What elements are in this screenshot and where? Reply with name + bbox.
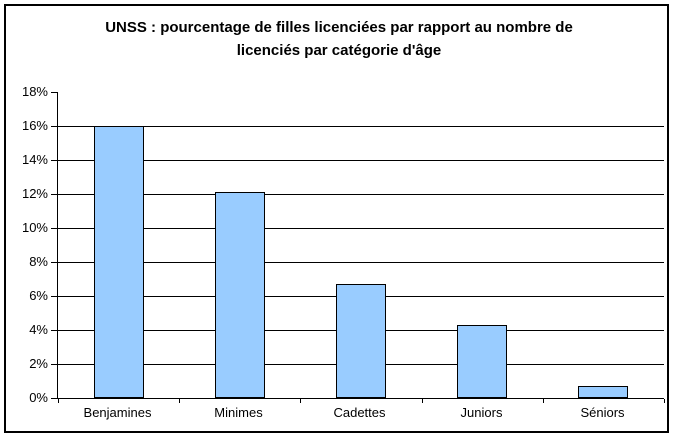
y-axis-label-16: 16% [21, 118, 48, 133]
y-axis-tick-14 [51, 159, 57, 161]
y-axis-label-4: 4% [29, 322, 48, 337]
y-axis-label-18: 18% [21, 84, 48, 99]
x-axis-tick-0 [58, 399, 59, 403]
y-axis-tick-18 [51, 91, 57, 93]
y-axis-tick-0 [51, 397, 57, 399]
y-axis-tick-16 [51, 125, 57, 127]
y-axis-tick-6 [51, 295, 57, 297]
y-axis-tick-2 [51, 363, 57, 365]
y-axis-label-12: 12% [21, 186, 48, 201]
gridline-8 [58, 261, 664, 263]
x-axis-label-benjamines: Benjamines [83, 405, 152, 420]
bar-juniors [457, 325, 507, 398]
plot-area [51, 91, 665, 403]
y-axis-label-2: 2% [29, 356, 48, 371]
chart-title-line-1: UNSS : pourcentage de filles licenciées … [105, 19, 573, 36]
x-axis-label-juniors: Juniors [460, 405, 503, 420]
bar-minimes [215, 192, 265, 398]
chart-title-line-2: licenciés par catégorie d'âge [236, 42, 442, 59]
y-axis-label-14: 14% [21, 152, 48, 167]
gridline-12 [58, 193, 664, 195]
x-axis-label-séniors: Séniors [580, 405, 625, 420]
y-axis-label-0: 0% [29, 390, 48, 405]
bar-séniors [578, 386, 628, 398]
chart-title: UNSS : pourcentage de filles licenciées … [0, 16, 678, 62]
y-axis-label-10: 10% [21, 220, 48, 235]
gridline-10 [58, 227, 664, 229]
y-axis-label-8: 8% [29, 254, 48, 269]
bar-cadettes [336, 284, 386, 398]
gridline-16 [58, 125, 664, 127]
y-axis-tick-8 [51, 261, 57, 263]
x-axis-tick-5 [664, 399, 665, 403]
y-axis-label-6: 6% [29, 288, 48, 303]
y-axis-tick-10 [51, 227, 57, 229]
y-axis-tick-4 [51, 329, 57, 331]
y-axis-tick-12 [51, 193, 57, 195]
x-axis-tick-4 [543, 399, 544, 403]
x-axis-label-cadettes: Cadettes [333, 405, 386, 420]
x-axis-tick-1 [179, 399, 180, 403]
bar-benjamines [94, 126, 144, 398]
x-axis-tick-3 [422, 399, 423, 403]
x-axis-tick-2 [300, 399, 301, 403]
gridline-14 [58, 159, 664, 161]
x-axis-label-minimes: Minimes [214, 405, 263, 420]
